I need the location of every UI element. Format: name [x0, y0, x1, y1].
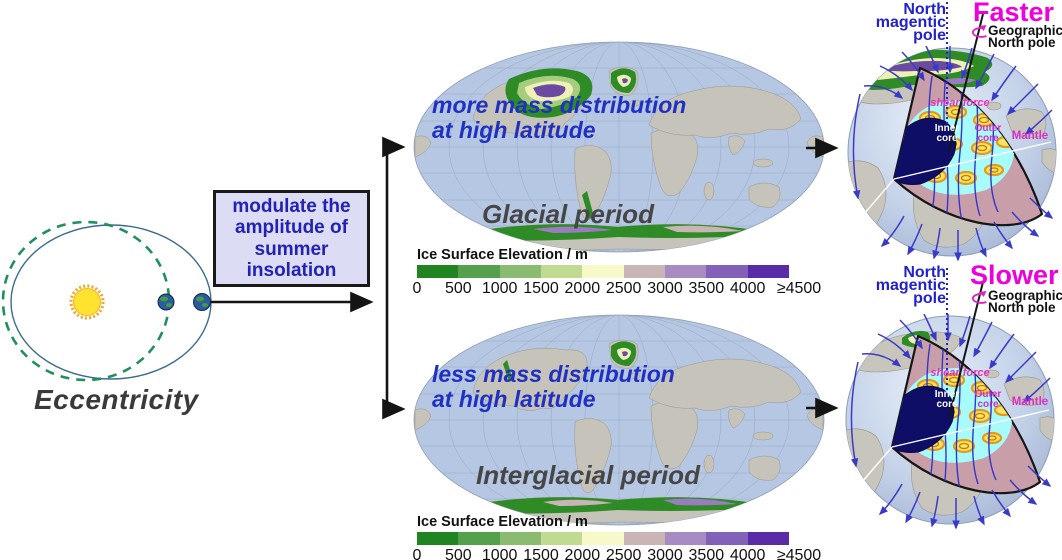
colorbar-tick: ≥4500	[776, 280, 822, 297]
colorbar-tick: 1500	[523, 547, 559, 560]
glacial-ice-sheets	[459, 68, 779, 241]
colorbar-tick: 4000	[729, 280, 766, 297]
colorbar-tick: 500	[444, 280, 472, 297]
colorbar-segment	[706, 532, 748, 545]
elevation-colorbar: Ice Surface Elevation / m 0 500 1000 1500 20…	[413, 247, 822, 298]
north-magnetic-pole-label: North magentic pole	[875, 264, 946, 307]
geographic-north-pole-label: Geographic North pole	[988, 288, 1062, 315]
colorbar-segment	[540, 265, 583, 278]
colorbar-tick: 0	[412, 547, 422, 560]
eccentric-orbit-ellipse	[10, 224, 212, 380]
colorbar-segment	[623, 532, 665, 545]
mantle-label: Mantle	[1011, 396, 1049, 408]
colorbar-tick: 0	[412, 280, 422, 297]
colorbar-tick: 2500	[605, 547, 642, 560]
colorbar-segment	[540, 532, 583, 545]
rotation-icon	[971, 291, 987, 304]
outer-core-label: Outer core	[974, 389, 1002, 410]
colorbar-segment	[747, 265, 789, 278]
interglacial-ice-sheets	[459, 341, 779, 514]
colorbar-tick: 4000	[729, 547, 766, 560]
colorbar-segment	[582, 265, 624, 278]
colorbar-ticks: 0 500 1000 1500 2000 2500 3000 3500 4000 ≥4500	[413, 547, 822, 560]
colorbar-segment	[582, 532, 624, 545]
elevation-colorbar: Ice Surface Elevation / m 0 500 1000 1500 20…	[413, 514, 822, 560]
shear-force-label: shear force	[930, 367, 990, 379]
north-magnetic-pole-label: North magentic pole	[875, 1, 946, 44]
colorbar-tick: 1500	[523, 280, 559, 297]
colorbar-segment	[664, 265, 707, 278]
earth-icon	[193, 293, 211, 311]
colorbar-gradient	[417, 265, 789, 278]
colorbar-title: Ice Surface Elevation / m	[417, 514, 588, 530]
colorbar-title: Ice Surface Elevation / m	[417, 247, 588, 263]
eccentricity-label: Eccentricity	[34, 384, 199, 415]
colorbar-segment	[747, 532, 789, 545]
glacial-period-label: Glacial period	[482, 199, 654, 229]
colorbar-gradient	[417, 532, 789, 545]
colorbar-segment	[623, 265, 665, 278]
colorbar-segment	[499, 532, 541, 545]
rotation-speed-label: Faster	[973, 0, 1055, 27]
colorbar-segment	[499, 265, 541, 278]
interglacial-annotation: less mass distribution at high latitude	[432, 361, 675, 412]
mantle-label: Mantle	[1011, 130, 1049, 142]
glacial-world-map	[413, 41, 825, 253]
colorbar-tick: 3000	[647, 547, 683, 560]
colorbar-segment	[458, 265, 500, 278]
sun-icon	[69, 284, 105, 320]
outer-core-label: Outer core	[974, 123, 1002, 144]
rotation-speed-label: Slower	[970, 260, 1059, 290]
colorbar-tick: 2000	[564, 280, 601, 297]
glacial-annotation: more mass distribution at high latitude	[432, 92, 687, 143]
interglacial-period-label: Interglacial period	[476, 460, 700, 490]
colorbar-segment	[417, 532, 459, 545]
colorbar-segment	[417, 265, 459, 278]
colorbar-segment	[664, 532, 707, 545]
colorbar-tick: 3500	[688, 547, 725, 560]
colorbar-tick: 1000	[481, 547, 518, 560]
eccentricity-orbit-diagram	[1, 220, 212, 382]
colorbar-tick: ≥4500	[776, 547, 822, 560]
inner-core-label: Inner core	[934, 123, 960, 144]
colorbar-tick: 3000	[647, 280, 683, 297]
modulate-insolation-box: modulate the amplitude of summer insolat…	[213, 190, 370, 287]
colorbar-segment	[706, 265, 748, 278]
colorbar-ticks: 0 500 1000 1500 2000 2500 3000 3500 4000 ≥4500	[413, 280, 822, 298]
shear-force-label: shear force	[930, 97, 990, 109]
earth-cutaway-interglacial	[844, 314, 1060, 530]
earth-icon	[157, 293, 175, 311]
colorbar-tick: 2000	[564, 547, 601, 560]
colorbar-segment	[458, 532, 500, 545]
colorbar-tick: 500	[444, 547, 472, 560]
inner-core-label: Inner core	[934, 389, 960, 410]
earth-cutaway-glacial	[846, 46, 1062, 262]
interglacial-world-map	[413, 314, 825, 526]
colorbar-tick: 3500	[688, 280, 725, 297]
colorbar-tick: 1000	[481, 280, 518, 297]
geographic-north-pole-label: Geographic North pole	[988, 23, 1062, 50]
colorbar-tick: 2500	[605, 280, 642, 297]
